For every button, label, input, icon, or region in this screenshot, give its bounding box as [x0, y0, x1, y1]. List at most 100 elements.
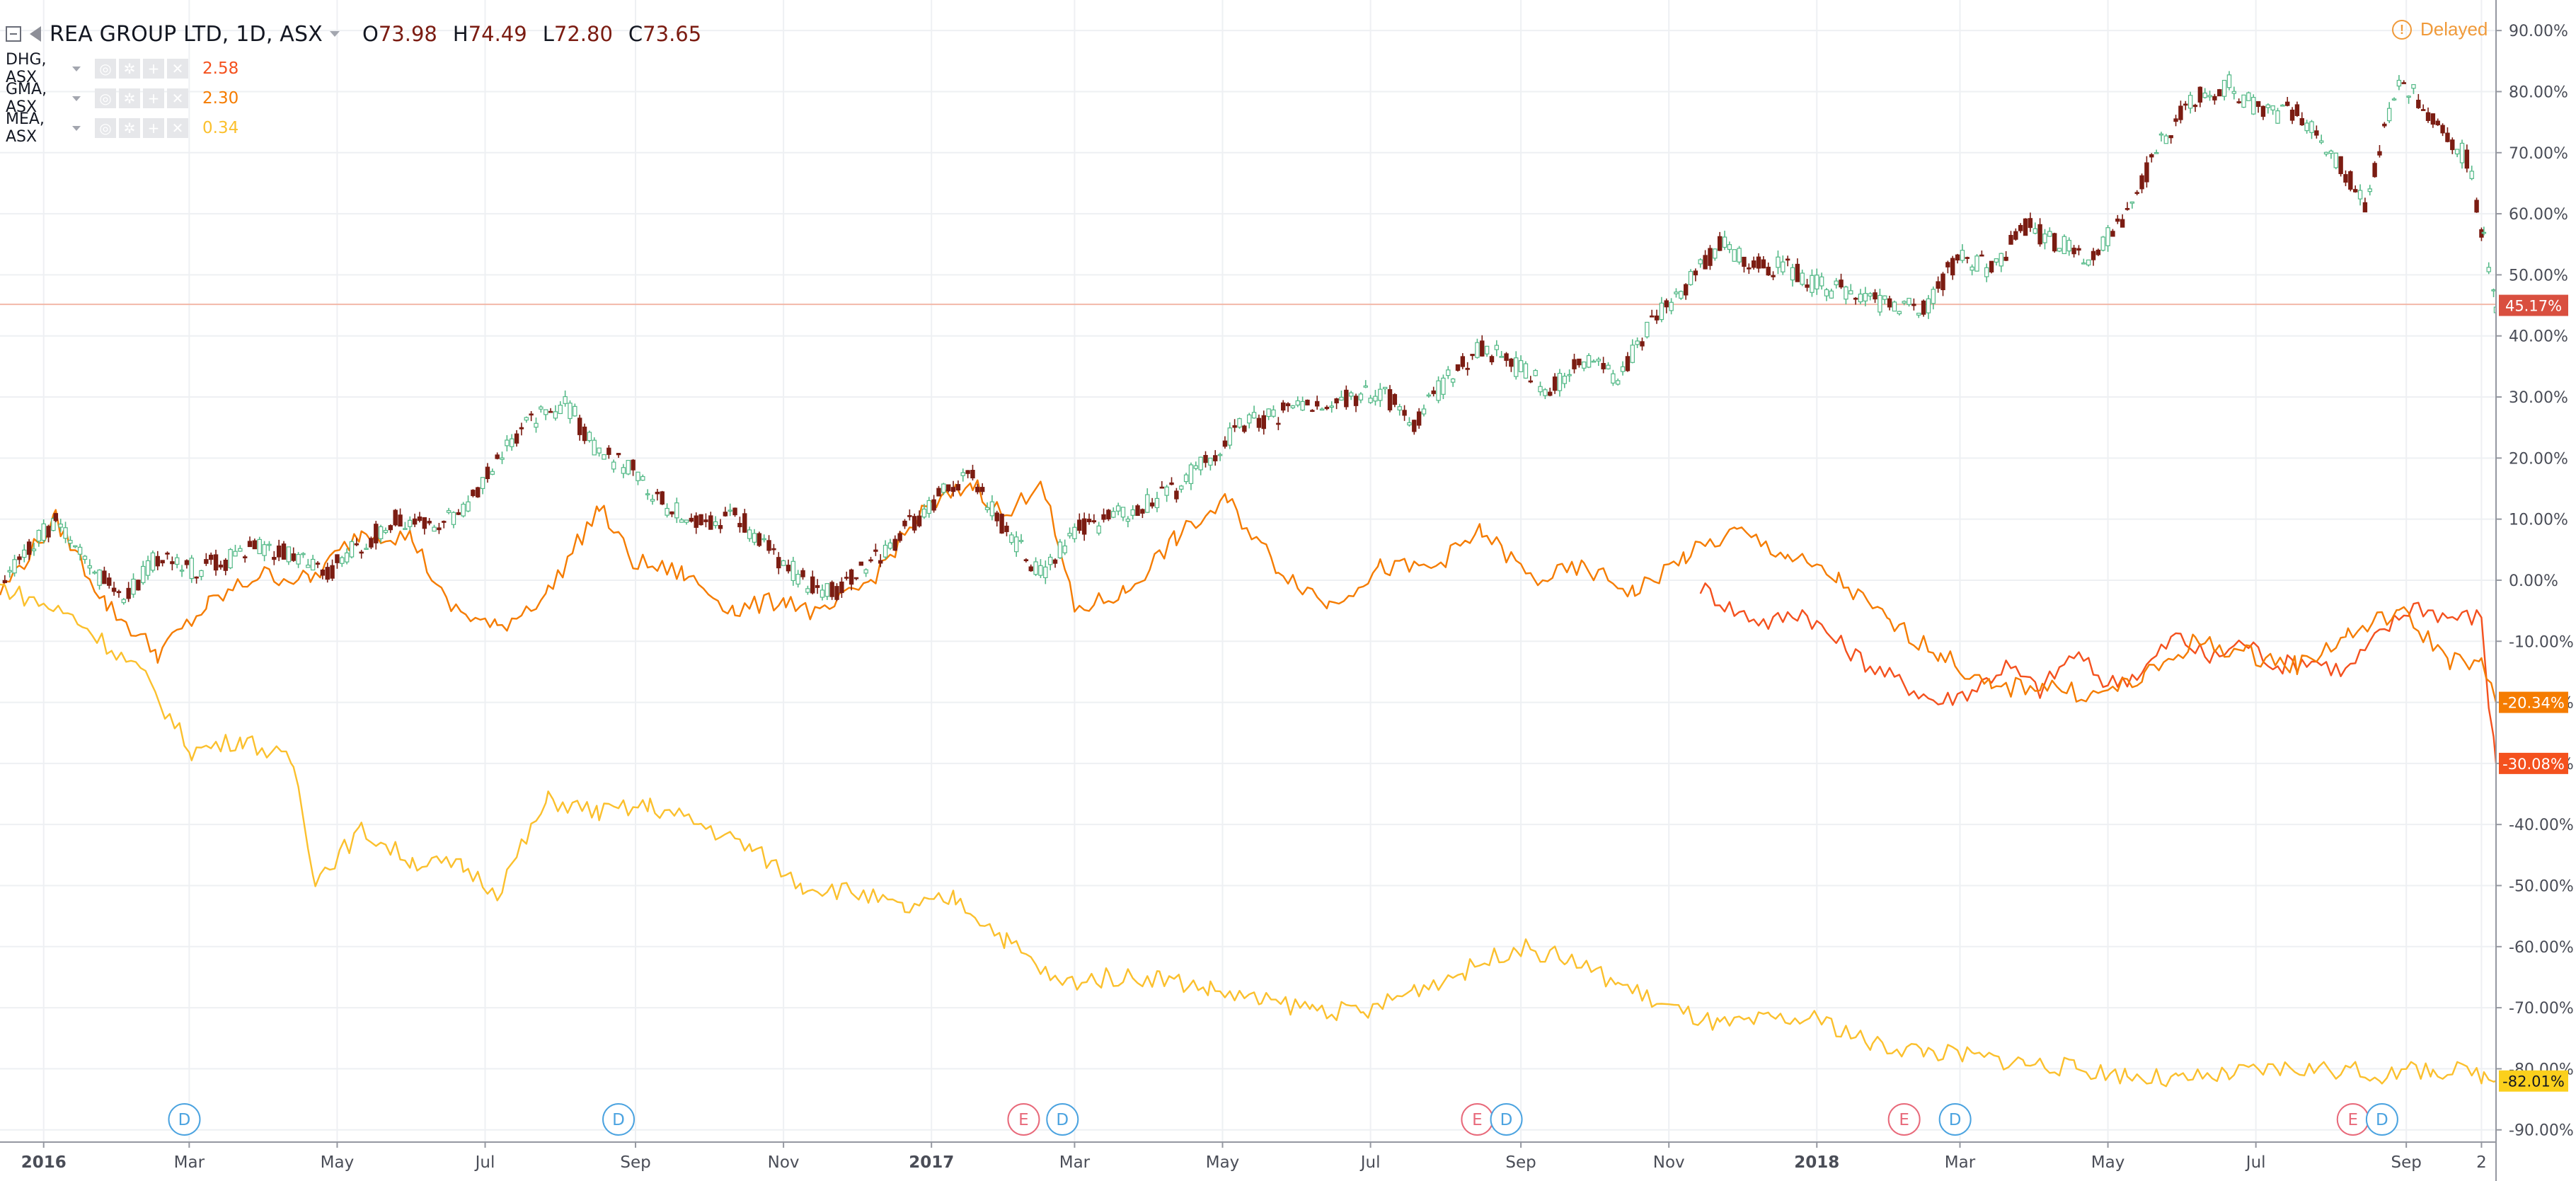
candle-body	[626, 460, 631, 475]
candle-body	[1577, 358, 1582, 366]
event-marker-label: D	[612, 1111, 625, 1129]
candle-body	[1974, 255, 1979, 272]
compare-symbol[interactable]: DHG, ASX	[6, 51, 47, 86]
candle-body	[2115, 218, 2120, 222]
candle-body	[1625, 356, 1631, 371]
candle-body	[1266, 408, 1271, 417]
candle-body	[776, 557, 781, 569]
candle-body	[1601, 362, 1606, 369]
last-value-label: 45.17%	[2505, 298, 2562, 315]
candle-body	[771, 548, 776, 551]
collapse-legend-button[interactable]	[6, 26, 21, 42]
candle-body	[694, 515, 698, 528]
plus-icon[interactable]: +	[143, 118, 164, 138]
candle-body	[1271, 409, 1276, 417]
event-marker-label: D	[1949, 1111, 1962, 1129]
compare-symbol[interactable]: MEA, ASX	[6, 110, 45, 146]
plus-icon[interactable]: +	[143, 59, 164, 79]
candle-body	[2411, 83, 2416, 89]
candle-body	[2445, 132, 2450, 142]
candle-body	[1591, 360, 1597, 363]
candle-body	[1669, 301, 1674, 311]
candle-body	[2362, 202, 2368, 213]
candle-body	[2396, 79, 2402, 87]
chevron-down-icon[interactable]	[72, 96, 81, 101]
candle-body	[1771, 275, 1776, 277]
candle-body	[1708, 248, 1713, 266]
eye-icon[interactable]: ◎	[95, 118, 116, 138]
candle-body	[2435, 120, 2440, 125]
candle-body	[921, 508, 927, 518]
candle-body	[1344, 389, 1349, 408]
candle-body	[1737, 248, 1742, 263]
chart-legend: REA GROUP LTD, 1D, ASX O73.98 H74.49 L72…	[6, 14, 717, 146]
candle-body	[858, 561, 863, 566]
eye-icon[interactable]: ◎	[95, 88, 116, 108]
candle-body	[568, 403, 573, 420]
candle-body	[1213, 455, 1218, 461]
gear-icon[interactable]: ✲	[119, 88, 140, 108]
flag-icon[interactable]	[30, 26, 41, 42]
y-tick-label: -10.00%	[2509, 633, 2574, 651]
candle-body	[1742, 256, 1747, 267]
candle-body	[1829, 290, 1834, 299]
earnings-marker	[1007, 1103, 1040, 1136]
candle-body	[1489, 356, 1495, 362]
candle-body	[315, 563, 321, 565]
candle-body	[121, 599, 127, 604]
candle-body	[582, 426, 587, 442]
candle-body	[442, 521, 447, 523]
candle-body	[272, 557, 277, 560]
candle-body	[1727, 244, 1732, 250]
candle-body	[1067, 533, 1072, 536]
candle-body	[2008, 235, 2013, 245]
candle-body	[2352, 189, 2358, 192]
candle-body	[1018, 540, 1024, 542]
candle-body	[1494, 345, 1500, 350]
candle-body	[374, 524, 379, 543]
candle-body	[155, 555, 160, 567]
gear-icon[interactable]: ✲	[119, 118, 140, 138]
candle-body	[1679, 291, 1684, 299]
candle-body	[2343, 174, 2348, 183]
candle-body	[2042, 234, 2047, 243]
candle-body	[2028, 218, 2033, 229]
chevron-down-icon[interactable]	[330, 31, 340, 37]
last-value-labels: 45.17% -30.08% -20.34% -82.01%	[2499, 294, 2568, 1092]
close-icon[interactable]: ✕	[167, 88, 188, 108]
compare-symbol[interactable]: GMA, ASX	[6, 81, 47, 116]
candle-body	[228, 548, 233, 569]
candle-body	[1242, 425, 1247, 432]
candle-body	[461, 503, 466, 517]
candle-body	[2338, 156, 2343, 175]
candle-body	[31, 548, 37, 551]
eye-icon[interactable]: ◎	[95, 59, 116, 79]
delayed-badge[interactable]: ! Delayed	[2392, 18, 2488, 40]
x-axis[interactable]: 2016 Mar May Jul Sep Nov 2017 Mar May Jul Sep Nov 20…	[21, 1142, 2487, 1172]
main-series-legend: REA GROUP LTD, 1D, ASX O73.98 H74.49 L72…	[6, 14, 717, 54]
candle-body	[2129, 201, 2135, 204]
candle-body	[1717, 236, 1723, 251]
y-tick-label: 20.00%	[2509, 450, 2568, 468]
candle-body	[1091, 520, 1097, 523]
candle-body	[1203, 454, 1208, 463]
main-symbol-title[interactable]: REA GROUP LTD, 1D, ASX	[50, 21, 323, 47]
y-tick-label: 70.00%	[2509, 145, 2568, 163]
gear-icon[interactable]: ✲	[119, 59, 140, 79]
close-icon[interactable]: ✕	[167, 118, 188, 138]
candle-body	[189, 558, 194, 580]
candle-body	[63, 527, 68, 539]
candle-body	[2469, 171, 2474, 179]
close-icon[interactable]: ✕	[167, 59, 188, 79]
y-tick-label: 90.00%	[2509, 23, 2568, 40]
candle-body	[1310, 410, 1315, 413]
chevron-down-icon[interactable]	[72, 125, 81, 131]
candle-body	[844, 577, 849, 579]
x-tick-label: Mar	[174, 1153, 205, 1172]
candle-body	[480, 477, 485, 490]
plus-icon[interactable]: +	[143, 88, 164, 108]
chevron-down-icon[interactable]	[72, 66, 81, 71]
event-marker-label: D	[178, 1111, 191, 1129]
candle-body	[1776, 256, 1781, 268]
